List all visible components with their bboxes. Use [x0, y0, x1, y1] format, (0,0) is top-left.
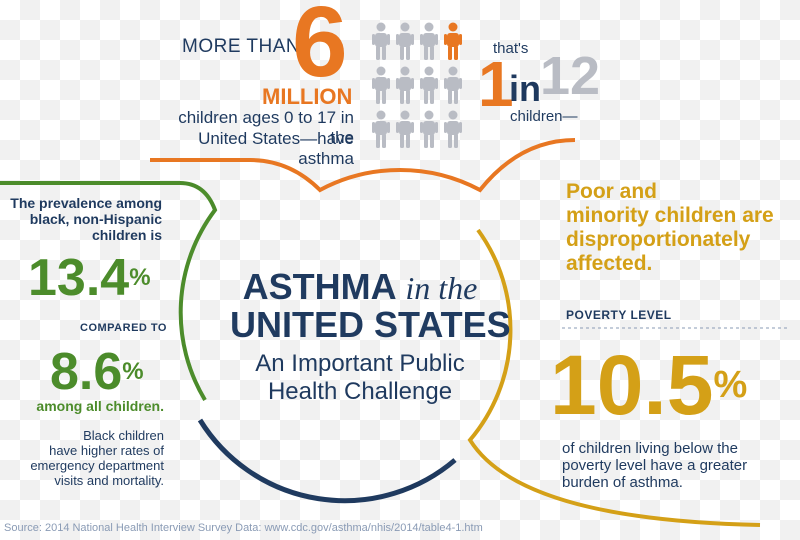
note-line1: Black children [83, 428, 164, 443]
black-prevalence-value: 13.4 [28, 249, 130, 307]
navy-arc [197, 418, 457, 504]
ratio-twelve: 12 [540, 46, 601, 106]
poverty-level-label: POVERTY LEVEL [566, 308, 672, 322]
note-line4: visits and mortality. [54, 473, 164, 488]
person-icon [372, 66, 390, 104]
poverty-desc-line1: of children living below the [562, 440, 738, 457]
orange-arc [150, 138, 576, 193]
center-title: ASTHMA in the UNITED STATES An Important… [230, 266, 511, 406]
poverty-desc-line3: burden of asthma. [562, 474, 683, 491]
person-icon [444, 22, 462, 60]
person-icon [396, 110, 414, 148]
in-the-text: in the [405, 270, 478, 306]
among-all-children: among all children. [36, 398, 164, 414]
right-heading-line1: Poor and [566, 180, 658, 203]
note-line2: have higher rates of [49, 443, 164, 458]
person-icon [444, 110, 462, 148]
center-subtitle-line1: An Important Public [255, 350, 465, 377]
top-description-line2: United States—have asthma [198, 129, 354, 168]
poverty-desc-line2: poverty level have a greater [562, 457, 748, 474]
person-icon [444, 66, 462, 104]
person-icon [396, 22, 414, 60]
poverty-value: 10.5 [550, 338, 714, 432]
top-description-line1: children ages 0 to 17 in the [178, 108, 354, 147]
person-icon [420, 110, 438, 148]
black-prevalence-pct: % [129, 264, 151, 291]
left-column: The prevalence among black, non-Hispanic… [0, 195, 162, 243]
person-icon [372, 22, 390, 60]
right-heading: Poor and minority children are dispropor… [566, 180, 774, 276]
overall-prevalence-pct: % [122, 358, 144, 385]
center-subtitle-line2: Health Challenge [267, 378, 453, 405]
note-line3: emergency department [30, 458, 164, 473]
poverty-description: of children living below the poverty lev… [562, 440, 747, 491]
more-than-label: MORE THAN [182, 36, 301, 57]
children-label: children— [510, 108, 578, 125]
person-icon [420, 22, 438, 60]
black-prevalence-stat: 13.4% [28, 250, 151, 306]
gold-arc [467, 228, 761, 527]
big-number: 6 [292, 0, 348, 98]
left-note: Black children have higher rates of emer… [0, 428, 164, 488]
prevalence-line2: black, non-Hispanic [29, 211, 162, 227]
million-label: MILLION [262, 84, 353, 109]
prevalence-line3: children is [91, 227, 162, 243]
overall-prevalence-value: 8.6 [50, 343, 123, 401]
compared-to-label: COMPARED TO [80, 322, 167, 334]
person-icon [372, 110, 390, 148]
person-icon [396, 66, 414, 104]
ratio-one: 1 [478, 48, 514, 120]
person-icon [420, 66, 438, 104]
right-heading-line4: affected. [566, 252, 653, 275]
people-grid [372, 22, 467, 152]
united-states-heading: UNITED STATES [230, 304, 511, 345]
poverty-stat: 10.5% [550, 340, 747, 430]
ratio-in: in [509, 68, 541, 109]
right-heading-line2: minority children are [566, 204, 774, 227]
green-arc [0, 181, 218, 402]
poverty-pct: % [713, 364, 748, 406]
source-citation: Source: 2014 National Health Interview S… [4, 522, 483, 534]
thats-label: that's [493, 40, 529, 57]
prevalence-line1: The prevalence among [10, 195, 162, 211]
asthma-heading: ASTHMA [242, 266, 396, 307]
right-heading-line3: disproportionately [566, 228, 751, 251]
overall-prevalence-stat: 8.6% [50, 344, 144, 400]
